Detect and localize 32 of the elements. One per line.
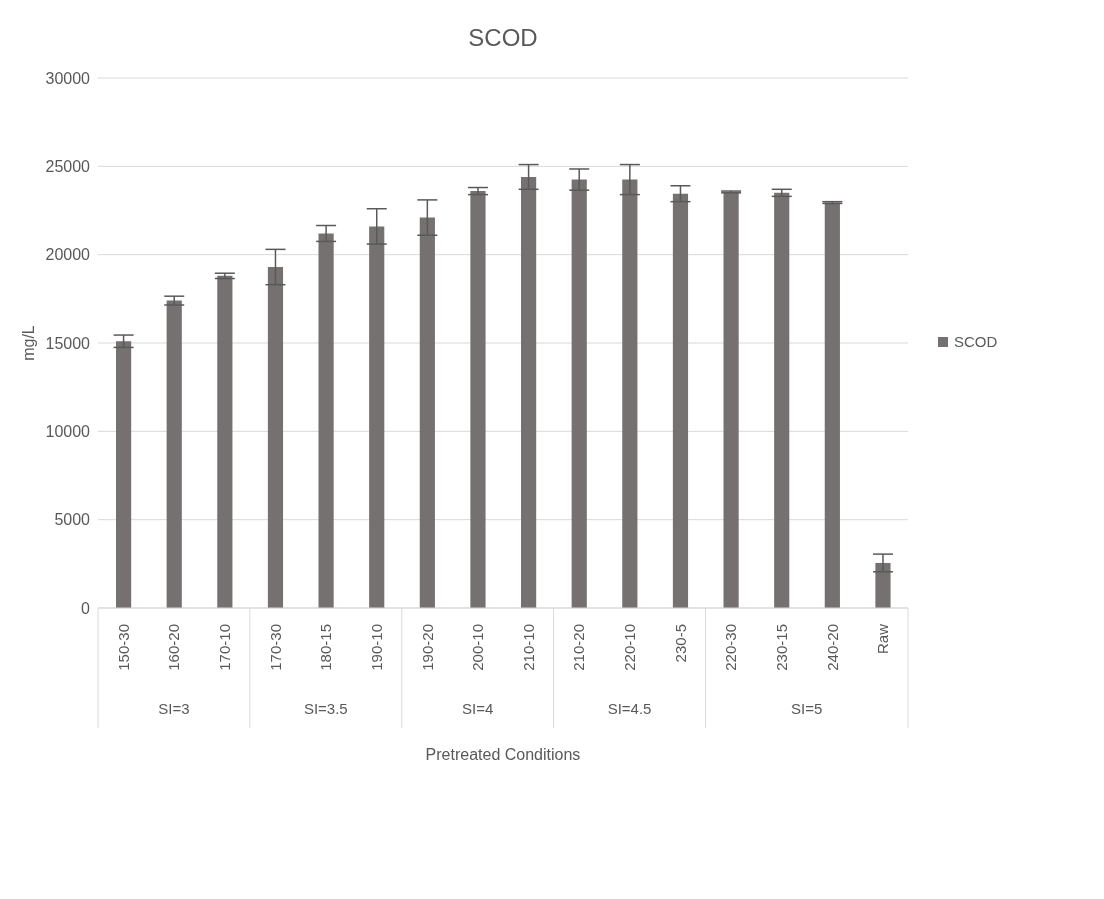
x-tick-label: 170-30 xyxy=(266,624,284,671)
legend-label: SCOD xyxy=(954,333,998,350)
x-tick-label: 190-10 xyxy=(367,624,385,671)
y-tick-label: 5000 xyxy=(54,511,91,529)
x-tick-label: 160-20 xyxy=(165,624,183,671)
x-axis-title: Pretreated Conditions xyxy=(425,746,581,763)
y-tick-label: 20000 xyxy=(45,246,91,264)
x-tick-label: 190-20 xyxy=(418,624,436,671)
x-tick-label: 170-10 xyxy=(216,624,234,671)
text: SI=4 xyxy=(462,700,494,717)
y-tick-label: 10000 xyxy=(45,423,91,441)
x-tick-label: 230-5 xyxy=(671,624,689,663)
x-tick-label: 180-15 xyxy=(317,624,335,671)
chart-title: SCOD xyxy=(468,24,538,51)
text: SI=3 xyxy=(158,700,190,717)
text: SI=3.5 xyxy=(303,700,348,717)
x-tick-label: 220-30 xyxy=(722,624,740,671)
y-tick-label: 30000 xyxy=(45,69,91,87)
x-tick-label: 240-20 xyxy=(823,624,841,671)
text: SI=4.5 xyxy=(607,700,652,717)
y-tick-label: 0 xyxy=(81,599,91,617)
x-tick-label: 150-30 xyxy=(114,624,132,671)
text: SI=5 xyxy=(791,700,823,717)
x-tick-label: 210-20 xyxy=(570,624,588,671)
x-tick-label: Raw xyxy=(874,623,892,655)
y-tick-label: 15000 xyxy=(45,334,91,352)
x-tick-label: 230-15 xyxy=(772,624,790,671)
y-axis-title: mg/L xyxy=(19,325,37,361)
x-tick-label: 210-10 xyxy=(519,624,537,671)
x-tick-label: 220-10 xyxy=(621,624,639,671)
y-tick-label: 25000 xyxy=(45,158,91,176)
x-tick-label: 200-10 xyxy=(469,624,487,671)
